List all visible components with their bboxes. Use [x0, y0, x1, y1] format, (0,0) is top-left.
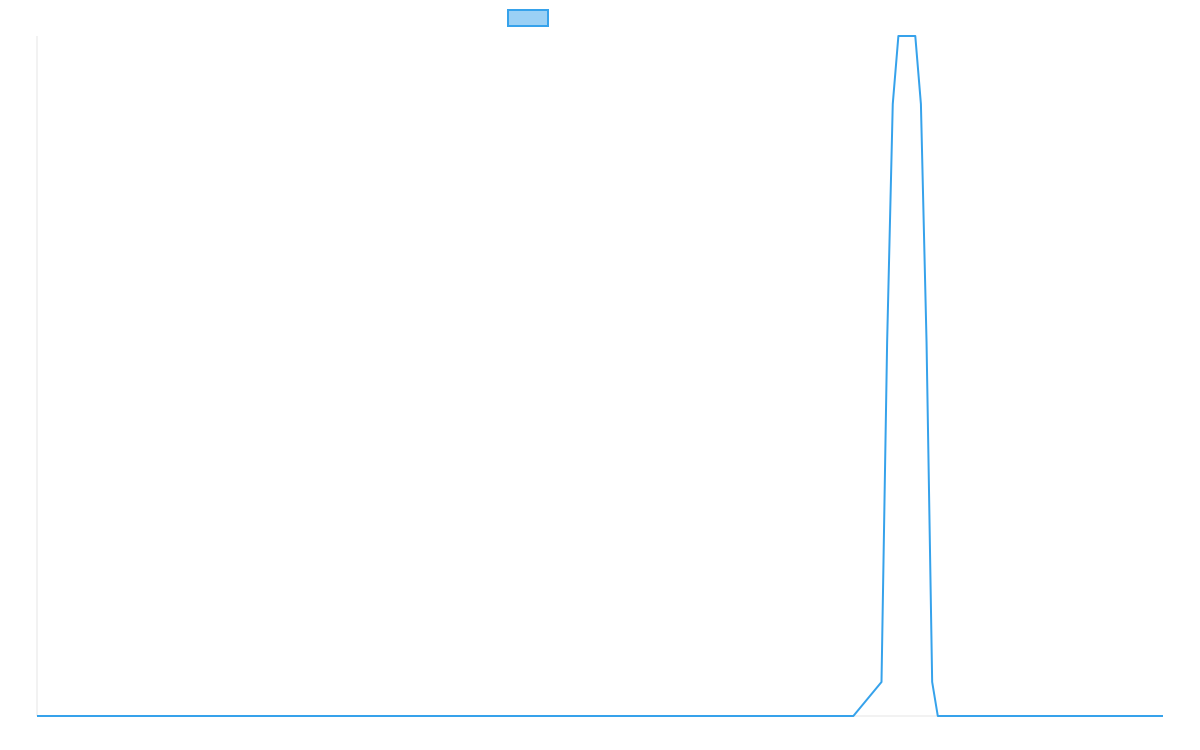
- series-line-0: [37, 35, 1163, 717]
- legend[interactable]: [507, 9, 549, 27]
- series-layer: [37, 35, 1163, 717]
- legend-swatch-0[interactable]: [507, 9, 549, 27]
- axes: [36, 36, 1163, 717]
